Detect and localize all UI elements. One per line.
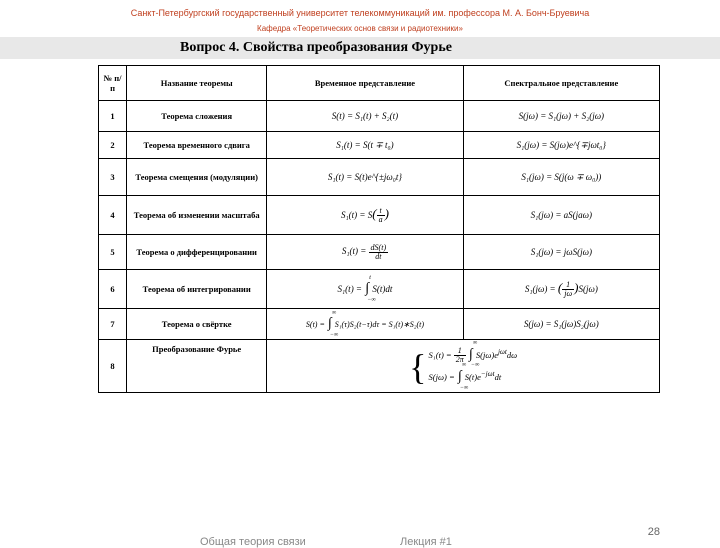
cell-time: S₁(t) = S(ta): [267, 196, 463, 235]
cell-spec: S₁(jω) = S(jω)e^{∓jωt₀}: [463, 132, 659, 159]
header-dept: Кафедра «Теоретических основ связи и рад…: [0, 24, 720, 33]
col-time: Временное представление: [267, 66, 463, 101]
table-row: 8 Преобразование Фурье { S₁(t) = 12π ∞∫−…: [99, 340, 660, 393]
table-row: 2 Теорема временного сдвига S₁(t) = S(t …: [99, 132, 660, 159]
col-name: Название теоремы: [127, 66, 267, 101]
cell-time: S(t) = ∞∫−∞ S₁(τ)S₂(t−τ)dτ = S₁(t)∗S₂(t): [267, 309, 463, 340]
cell-name: Теорема об изменении масштаба: [127, 196, 267, 235]
table-row: 4 Теорема об изменении масштаба S₁(t) = …: [99, 196, 660, 235]
cell-num: 1: [99, 101, 127, 132]
col-spec: Спектральное представление: [463, 66, 659, 101]
cell-name: Теорема сложения: [127, 101, 267, 132]
footer-course: Общая теория связи: [200, 536, 306, 548]
footer-lecture: Лекция #1: [400, 536, 452, 548]
theorems-table: № п/п Название теоремы Временное предста…: [98, 65, 660, 393]
cell-num: 8: [99, 340, 127, 393]
col-num: № п/п: [99, 66, 127, 101]
cell-spec: S₁(jω) = S(j(ω ∓ ω₀)): [463, 159, 659, 196]
table-row: 5 Теорема о дифференцировании S₁(t) = dS…: [99, 235, 660, 270]
cell-spec: S₁(jω) = jωS(jω): [463, 235, 659, 270]
table-row: 1 Теорема сложения S(t) = S₁(t) + S₂(t) …: [99, 101, 660, 132]
table-header-row: № п/п Название теоремы Временное предста…: [99, 66, 660, 101]
theorems-table-wrap: № п/п Название теоремы Временное предста…: [98, 65, 660, 393]
cell-name: Теорема временного сдвига: [127, 132, 267, 159]
cell-name: Теорема о дифференцировании: [127, 235, 267, 270]
cell-spec: S₁(jω) = (1jω)S(jω): [463, 270, 659, 309]
cell-time: S₁(t) = t∫−∞ S(t)dt: [267, 270, 463, 309]
cell-time: S(t) = S₁(t) + S₂(t): [267, 101, 463, 132]
cell-name: Теорема об интегрировании: [127, 270, 267, 309]
question-title: Вопрос 4. Свойства преобразования Фурье: [0, 37, 720, 59]
cell-fourier: { S₁(t) = 12π ∞∫−∞ S(jω)ejωtdω S(jω) = ∞…: [267, 340, 660, 393]
table-row: 3 Теорема смещения (модуляции) S₁(t) = S…: [99, 159, 660, 196]
table-row: 6 Теорема об интегрировании S₁(t) = t∫−∞…: [99, 270, 660, 309]
cell-time: S₁(t) = S(t)e^{±jω₀t}: [267, 159, 463, 196]
cell-time: S₁(t) = dS(t)dt: [267, 235, 463, 270]
cell-spec: S(jω) = S₁(jω) + S₂(jω): [463, 101, 659, 132]
cell-num: 7: [99, 309, 127, 340]
header-org: Санкт-Петербургский государственный унив…: [0, 8, 720, 18]
cell-num: 2: [99, 132, 127, 159]
page-number: 28: [648, 526, 660, 538]
cell-spec: S₁(jω) = aS(jaω): [463, 196, 659, 235]
cell-num: 6: [99, 270, 127, 309]
cell-name: Теорема смещения (модуляции): [127, 159, 267, 196]
cell-time: S₁(t) = S(t ∓ t₀): [267, 132, 463, 159]
cell-num: 3: [99, 159, 127, 196]
table-row: 7 Теорема о свёртке S(t) = ∞∫−∞ S₁(τ)S₂(…: [99, 309, 660, 340]
cell-name: Преобразование Фурье: [127, 340, 267, 393]
cell-spec: S(jω) = S₁(jω)S₂(jω): [463, 309, 659, 340]
cell-num: 4: [99, 196, 127, 235]
cell-name: Теорема о свёртке: [127, 309, 267, 340]
cell-num: 5: [99, 235, 127, 270]
